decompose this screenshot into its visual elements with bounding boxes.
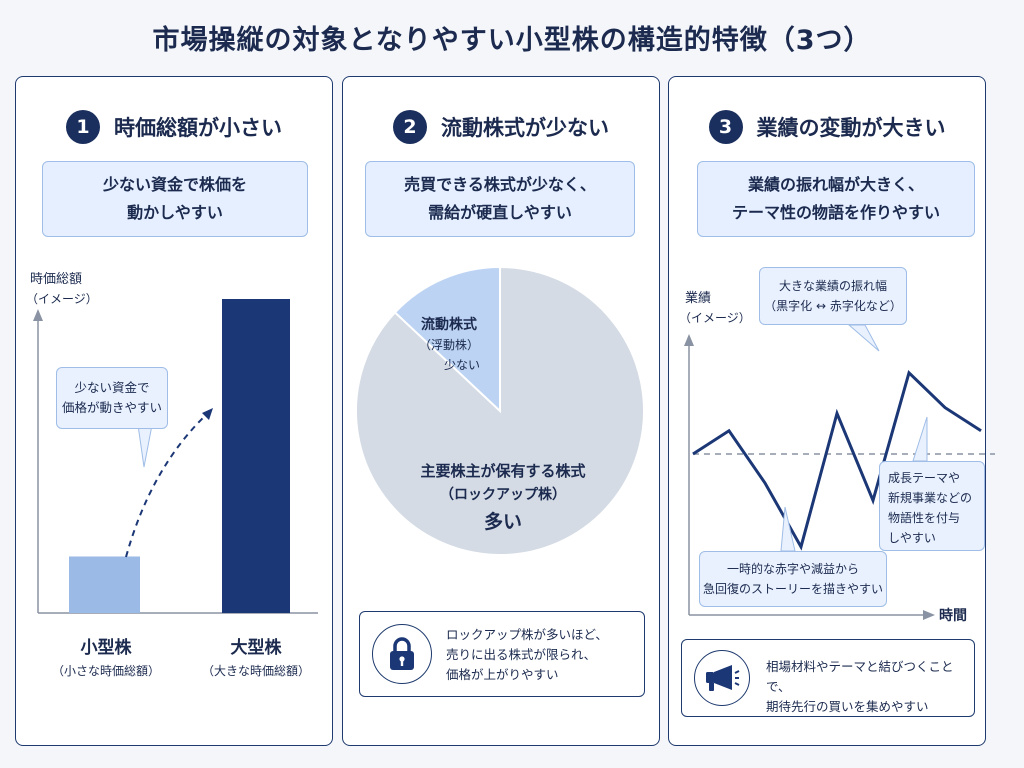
bar-small-cap	[69, 556, 140, 613]
panel-number-badge: 1	[66, 110, 100, 144]
panel-earnings-volatility: 3 業績の変動が大きい 業績の振れ幅が大きく、 テーマ性の物語を作りやすい 業績…	[668, 76, 995, 746]
y-axis-label: 業績	[685, 291, 712, 306]
bar-label-large: 大型株 （大きな時価総額）	[186, 633, 326, 679]
slice-note: （浮動株）	[418, 338, 479, 352]
pie-label-float: 流動株式 （浮動株） 少ない	[399, 315, 499, 375]
callout-line: 物語性を付与	[888, 511, 961, 525]
pie-label-locked: 主要株主が保有する株式 （ロックアップ株） 多い	[383, 459, 623, 537]
subtitle-line: 需給が硬直しやすい	[428, 203, 572, 222]
panel-number-badge: 2	[393, 110, 427, 144]
page-title: 市場操縦の対象となりやすい小型株の構造的特徴（3つ）	[152, 25, 872, 56]
line-chart	[684, 324, 995, 620]
bar-label-small: 小型株 （小さな時価総額）	[36, 633, 176, 679]
subtitle-line: テーマ性の物語を作りやすい	[731, 203, 940, 222]
panel-subtitle-box: 業績の振れ幅が大きく、 テーマ性の物語を作りやすい	[697, 161, 975, 237]
bottom-note-box: 相場材料やテーマと結びつくことで、 期待先行の買いを集めやすい	[681, 639, 975, 717]
bottom-note-text: ロックアップ株が多いほど、 売りに出る株式が限られ、 価格が上がりやすい	[446, 625, 608, 685]
callout-right-tail	[912, 416, 928, 462]
pie-slice-locked-shares	[355, 265, 645, 556]
category-note: （小さな時価総額）	[51, 664, 160, 678]
note-line: 売りに出る株式が限られ、	[446, 647, 597, 662]
callout-line: しやすい	[888, 531, 936, 545]
callout-theme-story: 成長テーマや 新規事業などの 物語性を付与 しやすい	[879, 461, 985, 551]
slice-label: 流動株式	[421, 317, 477, 333]
lock-icon	[372, 624, 432, 684]
slice-amount: 少ない	[443, 358, 480, 372]
panel-subtitle-box: 少ない資金で株価を 動かしやすい	[42, 161, 308, 237]
earnings-trend-line	[692, 369, 982, 551]
panel-market-cap: 1 時価総額が小さい 少ない資金で株価を 動かしやすい 時価総額 （イメージ） …	[15, 76, 333, 746]
panel-header: 3 業績の変動が大きい	[669, 110, 985, 144]
bottom-note-box: ロックアップ株が多いほど、 売りに出る株式が限られ、 価格が上がりやすい	[359, 611, 645, 697]
slice-label: 主要株主が保有する株式	[420, 462, 586, 480]
category-note: （大きな時価総額）	[201, 664, 310, 678]
callout-recovery-story: 一時的な赤字や減益から 急回復のストーリーを描きやすい	[699, 551, 887, 607]
bar-chart	[33, 299, 318, 614]
y-axis-note: （イメージ）	[679, 311, 751, 325]
category-label: 小型株	[80, 638, 132, 658]
dashed-arrow-line	[125, 412, 209, 558]
callout-line: （黒字化 ↔ 赤字化など）	[764, 299, 902, 313]
panel-title: 時価総額が小さい	[114, 116, 282, 140]
subtitle-line: 売買できる株式が少なく、	[404, 175, 596, 194]
megaphone-icon	[694, 650, 750, 706]
note-line: 相場材料やテーマと結びつくことで、	[766, 659, 954, 694]
callout-line: 大きな業績の振れ幅	[778, 279, 887, 293]
slice-amount: 多い	[483, 511, 522, 533]
note-line: 期待先行の買いを集めやすい	[766, 699, 929, 714]
panel-title: 流動株式が少ない	[441, 116, 609, 140]
x-axis-label: 時間	[939, 608, 967, 624]
callout-top-tail	[847, 324, 880, 352]
pie-slice-float-shares	[393, 265, 501, 414]
panel-subtitle-box: 売買できる株式が少なく、 需給が硬直しやすい	[365, 161, 635, 237]
callout-line: 価格が動きやすい	[61, 400, 162, 415]
callout-line: 一時的な赤字や減益から	[726, 562, 859, 576]
dashed-arrow-head	[202, 408, 213, 420]
pie-chart	[355, 265, 645, 556]
bar-large-cap	[222, 299, 290, 613]
callout-earnings-swing: 大きな業績の振れ幅 （黒字化 ↔ 赤字化など）	[759, 267, 907, 325]
callout-price-moves: 少ない資金で 価格が動きやすい	[56, 367, 168, 429]
callout-line: 成長テーマや	[888, 471, 961, 485]
y-axis-arrow	[33, 309, 43, 321]
x-axis-arrow	[923, 610, 935, 620]
bottom-note-text: 相場材料やテーマと結びつくことで、 期待先行の買いを集めやすい	[766, 657, 974, 717]
callout-line: 急回復のストーリーを描きやすい	[702, 582, 883, 596]
panel-header: 1 時価総額が小さい	[16, 110, 332, 144]
panel-number-badge: 3	[708, 110, 743, 144]
panel-float-shares: 2 流動株式が少ない 売買できる株式が少なく、 需給が硬直しやすい 流動株式 （…	[342, 76, 660, 746]
callout-tail	[137, 424, 153, 468]
note-line: ロックアップ株が多いほど、	[446, 627, 608, 642]
category-label: 大型株	[230, 638, 282, 658]
y-axis-arrow	[684, 334, 694, 346]
y-axis-label: 時価総額	[30, 272, 83, 287]
subtitle-line: 少ない資金で株価を	[102, 175, 247, 194]
panel-title: 業績の変動が大きい	[756, 116, 946, 140]
subtitle-line: 業績の振れ幅が大きく、	[747, 175, 924, 194]
subtitle-line: 動かしやすい	[127, 203, 223, 222]
panel-header: 2 流動株式が少ない	[343, 110, 659, 144]
callout-line: 少ない資金で	[74, 380, 150, 395]
y-axis-note: （イメージ）	[26, 292, 98, 306]
callout-line: 新規事業などの	[888, 491, 973, 505]
note-line: 価格が上がりやすい	[446, 667, 559, 682]
slice-note: （ロックアップ株）	[440, 487, 566, 503]
